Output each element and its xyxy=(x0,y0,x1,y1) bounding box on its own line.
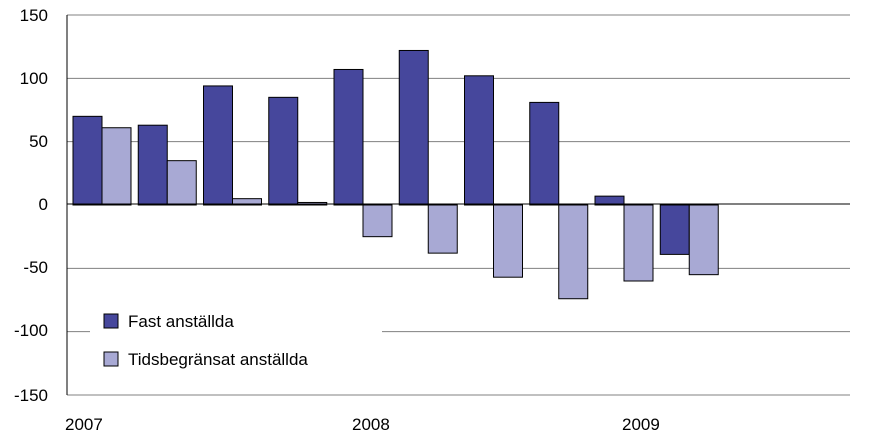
legend: Fast anställda Tidsbegränsat anställda xyxy=(103,312,308,369)
y-tick-label: -150 xyxy=(14,386,48,405)
legend-swatch-fast xyxy=(103,313,119,329)
bar-fast xyxy=(268,96,299,206)
bars xyxy=(72,49,719,300)
x-tick-labels: 2007 2008 2009 xyxy=(65,415,660,434)
legend-item-tids: Tidsbegränsat anställda xyxy=(103,350,308,369)
y-tick-label: 150 xyxy=(20,6,48,25)
y-tick-label: 100 xyxy=(20,69,48,88)
bar-fast xyxy=(529,101,560,206)
y-tick-label: 0 xyxy=(39,195,48,214)
legend-swatch-tids xyxy=(103,351,119,367)
bar-tidsbegransat xyxy=(362,204,393,238)
bar-fast xyxy=(464,75,494,206)
bar-fast xyxy=(203,85,233,206)
bar-fast xyxy=(398,49,429,206)
axes xyxy=(66,15,850,395)
bar-tidsbegransat xyxy=(623,204,654,282)
y-tick-label: -50 xyxy=(23,258,48,277)
bar-tidsbegransat xyxy=(232,198,262,206)
bar-tidsbegransat xyxy=(101,127,132,206)
x-tick-label-2008: 2008 xyxy=(352,415,390,434)
bar-fast xyxy=(333,68,364,206)
y-tick-labels: 150 100 50 0 -50 -100 -150 xyxy=(14,6,48,405)
bar-tidsbegransat xyxy=(688,204,719,276)
legend-background xyxy=(90,302,382,390)
bar-tidsbegransat xyxy=(166,160,197,206)
bar-tidsbegransat xyxy=(493,204,523,278)
legend-label-tids: Tidsbegränsat anställda xyxy=(128,350,308,369)
bar-fast xyxy=(72,115,103,206)
legend-label-fast: Fast anställda xyxy=(128,312,234,331)
x-tick-label-2009: 2009 xyxy=(622,415,660,434)
bar-fast xyxy=(594,195,625,206)
bar-tidsbegransat xyxy=(558,204,589,300)
bar-tidsbegransat xyxy=(427,204,458,254)
bar-fast xyxy=(659,204,690,255)
legend-item-fast: Fast anställda xyxy=(103,312,234,331)
y-tick-label: -100 xyxy=(14,321,48,340)
bar-fast xyxy=(137,124,168,206)
y-tick-label: 50 xyxy=(29,132,48,151)
x-tick-label-2007: 2007 xyxy=(65,415,103,434)
